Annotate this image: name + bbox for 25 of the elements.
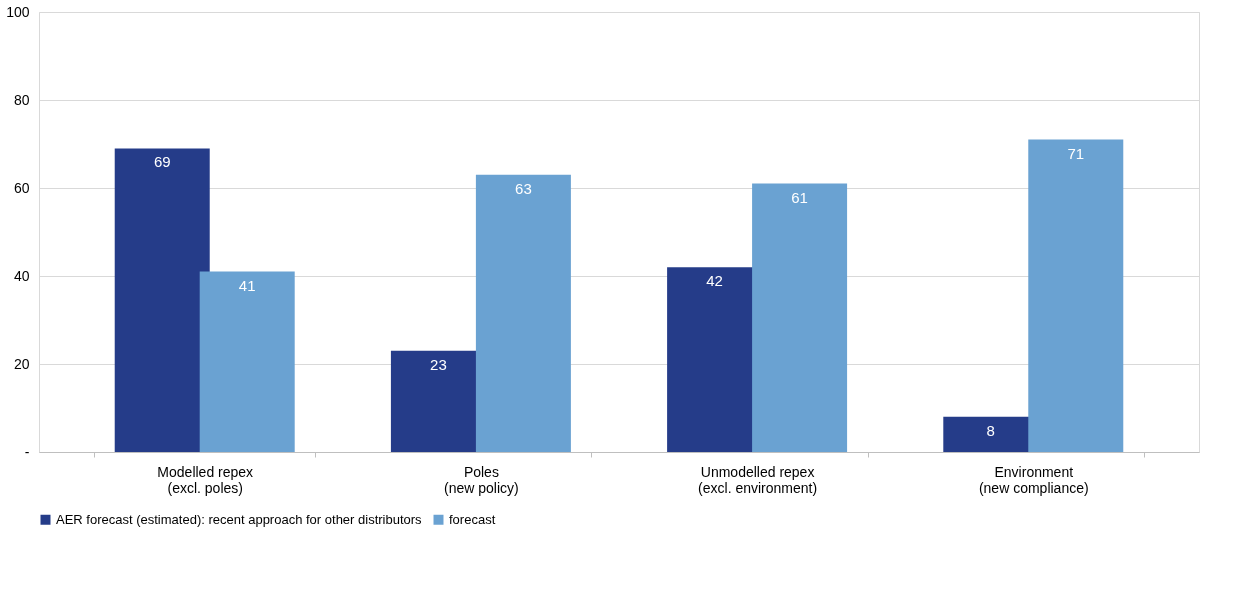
bar xyxy=(199,271,295,452)
x-tick-label: Modelled repex (excl. poles) xyxy=(157,463,254,496)
bar xyxy=(114,148,210,452)
y-tick-label: 60 xyxy=(13,179,30,196)
data-label: 71 xyxy=(1067,144,1085,162)
x-tick-label: Poles (new policy) xyxy=(444,463,519,496)
y-tick-label: - xyxy=(24,443,30,460)
x-tick-label: Environment (new compliance) xyxy=(978,463,1089,496)
y-tick-label: 20 xyxy=(13,355,30,372)
data-label: 63 xyxy=(515,179,532,197)
y-tick-label: 100 xyxy=(6,3,30,20)
data-label: 8 xyxy=(986,421,995,439)
bar xyxy=(1028,139,1124,452)
data-label: 61 xyxy=(791,188,808,206)
data-label: 41 xyxy=(238,276,256,294)
data-label: 23 xyxy=(430,355,447,373)
data-label: 69 xyxy=(153,153,171,171)
y-tick-label: 40 xyxy=(13,267,30,284)
bar xyxy=(752,183,848,452)
legend-label: AER forecast (estimated): recent approach for other distributors xyxy=(56,511,423,527)
x-tick-label: Unmodelled repex (excl. environment) xyxy=(698,463,818,496)
y-tick-label: 80 xyxy=(13,91,30,108)
bar xyxy=(475,174,571,452)
legend-label: forecast xyxy=(449,511,496,527)
data-label: 42 xyxy=(706,272,723,290)
